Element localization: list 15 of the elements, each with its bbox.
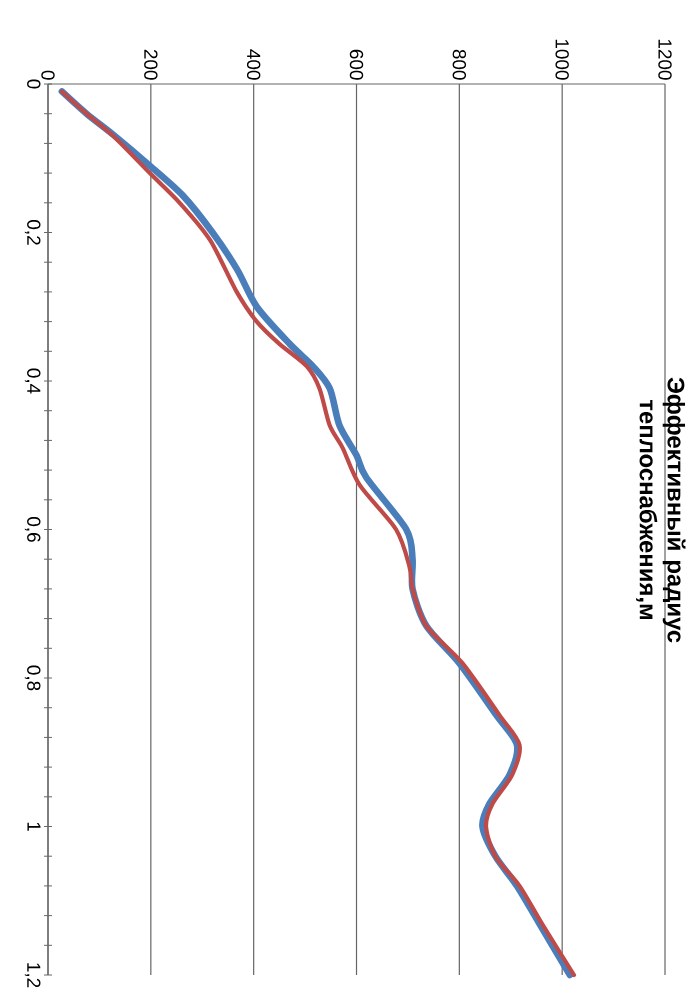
x-tick-label: 600 [349, 49, 364, 80]
y-tick-label: 0,6 [24, 517, 41, 542]
x-tick-label: 400 [246, 49, 261, 80]
y-tick-label: 0,4 [24, 368, 41, 394]
x-tick-label: 0 [41, 70, 55, 80]
text: Эффективный радиус теплоснабжения,м [636, 377, 686, 643]
y-tick-label: 1 [27, 822, 41, 831]
x-tick-label: 200 [144, 49, 158, 80]
y-tick-label: 0,2 [24, 220, 41, 245]
x-tick-label: 1200 [658, 39, 672, 80]
y-tick-label: 0 [27, 79, 41, 89]
y-tick-label: 0,8 [24, 665, 41, 691]
x-tick-label: 800 [452, 49, 467, 80]
x-tick-label: 1000 [555, 39, 569, 80]
y-tick-label: 1,2 [24, 963, 41, 988]
